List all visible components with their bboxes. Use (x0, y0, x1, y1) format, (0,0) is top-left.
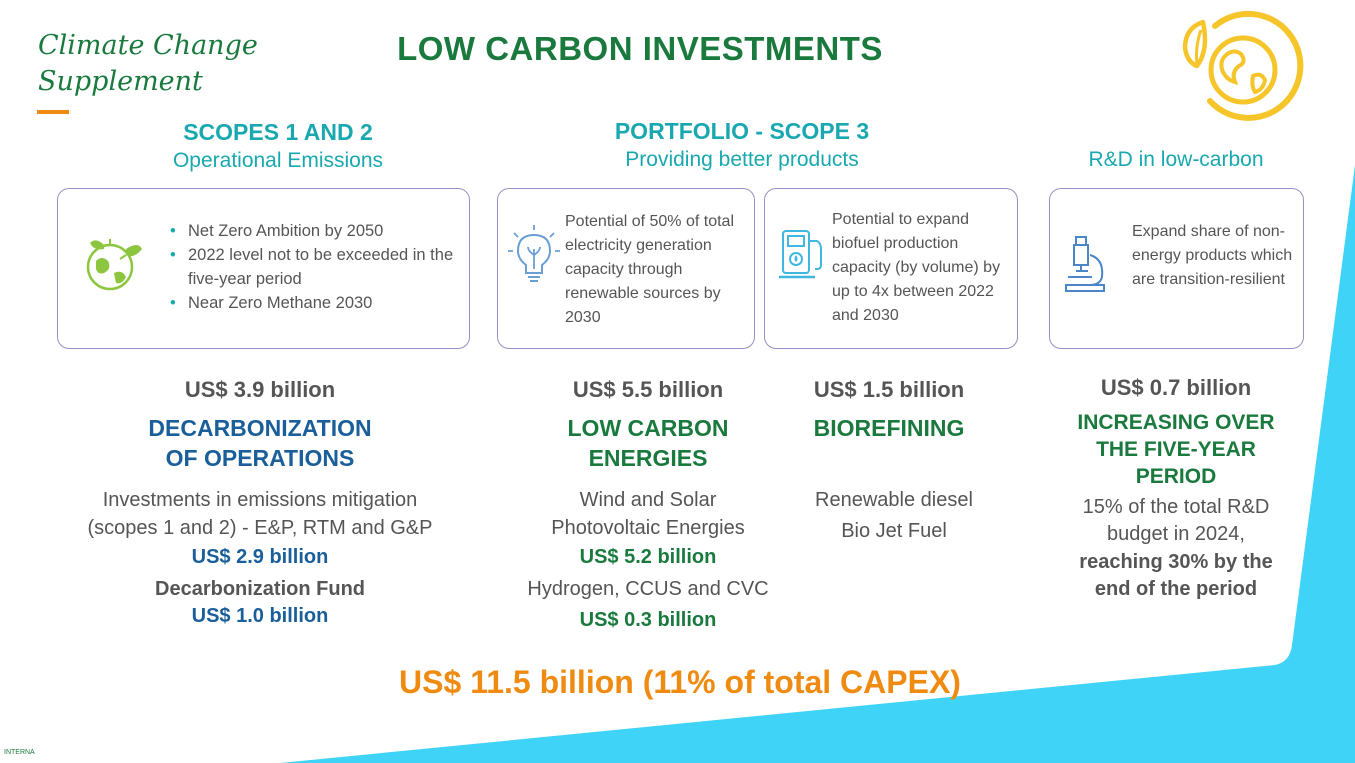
rnd-amount: US$ 0.7 billion (1100, 375, 1252, 400)
supplement-label: Climate Change Supplement (38, 28, 258, 100)
low-carbon-description: Wind and Solar Photovoltaic Energies (508, 486, 788, 542)
operations-card: Net Zero Ambition by 2050 2022 level not… (57, 188, 470, 349)
wind-solar-value: US$ 5.2 billion (579, 546, 717, 568)
decarbonization-category: DECARBONIZATION OF OPERATIONS (80, 413, 440, 473)
description-line: budget in 2024, (1107, 523, 1245, 545)
list-item: 2022 level not to be exceeded in the fiv… (166, 243, 456, 291)
biorefining-items: Renewable diesel Bio Jet Fuel (764, 486, 1024, 545)
fuel-pump-icon (779, 230, 822, 279)
total-investment: US$ 11.5 billion (11% of total CAPEX) (399, 664, 961, 700)
biofuel-text: Potential to expand biofuel production c… (832, 211, 1001, 324)
list-item: Renewable diesel (815, 489, 973, 511)
hydrogen-ccus-label: Hydrogen, CCUS and CVC (527, 578, 769, 600)
lightbulb-icon (508, 225, 560, 282)
rnd-category: INCREASING OVER THE FIVE-YEAR PERIOD (1046, 409, 1306, 490)
scopes-1-2-heading: SCOPES 1 AND 2 (183, 119, 373, 145)
accent-bar (37, 110, 69, 114)
category-line: THE FIVE-YEAR (1096, 438, 1256, 461)
low-carbon-category: LOW CARBON ENERGIES (518, 413, 778, 473)
scopes-1-2-subheading: Operational Emissions (172, 149, 384, 172)
renewables-card: Potential of 50% of total electricity ge… (497, 188, 755, 349)
renewables-text: Potential of 50% of total electricity ge… (565, 213, 734, 326)
globe-leaf-icon (86, 239, 142, 291)
description-line: Investments in emissions mitigation (102, 489, 418, 511)
classification-label: INTERNA (4, 749, 35, 756)
page-title: LOW CARBON INVESTMENTS (397, 30, 883, 67)
category-line: DECARBONIZATION (148, 415, 372, 441)
earth-leaf-logo-icon (1182, 10, 1304, 121)
category-line: OF OPERATIONS (165, 445, 355, 471)
research-card: Expand share of non-energy products whic… (1049, 188, 1304, 349)
decarbonization-amount: US$ 3.9 billion (184, 377, 336, 402)
supplement-line-2: Supplement (38, 66, 203, 97)
operations-bullets: Net Zero Ambition by 2050 2022 level not… (166, 219, 456, 315)
microscope-icon (1065, 236, 1105, 292)
supplement-line-1: Climate Change (38, 30, 258, 61)
rnd-subheading: R&D in low-carbon (1088, 148, 1264, 171)
emissions-mitigation-value: US$ 2.9 billion (191, 546, 329, 568)
description-line: reaching 30% by the (1079, 551, 1273, 573)
category-line: INCREASING OVER (1077, 411, 1275, 434)
decarbonization-fund-label: Decarbonization Fund (155, 578, 365, 600)
scope-3-heading: PORTFOLIO - SCOPE 3 (614, 118, 870, 144)
list-item: Net Zero Ambition by 2050 (166, 219, 456, 243)
list-item: Near Zero Methane 2030 (166, 291, 456, 315)
description-line: Wind and Solar (579, 489, 717, 511)
research-text: Expand share of non-energy products whic… (1132, 223, 1293, 288)
description-line: (scopes 1 and 2) - E&P, RTM and G&P (87, 517, 433, 539)
category-line: LOW CARBON (567, 415, 729, 441)
hydrogen-ccus-value: US$ 0.3 billion (579, 609, 717, 631)
description-line: 15% of the total R&D (1082, 496, 1270, 518)
decarbonization-description: Investments in emissions mitigation (sco… (60, 486, 460, 542)
category-line: PERIOD (1135, 465, 1217, 488)
list-item: Bio Jet Fuel (841, 520, 947, 542)
description-line: Photovoltaic Energies (551, 517, 745, 539)
rnd-target: reaching 30% by the end of the period (1046, 549, 1306, 603)
biofuel-card: Potential to expand biofuel production c… (764, 188, 1018, 349)
biorefining-category: BIOREFINING (813, 415, 965, 441)
scope-3-subheading: Providing better products (625, 148, 859, 171)
rnd-description: 15% of the total R&D budget in 2024, (1046, 494, 1306, 548)
low-carbon-amount: US$ 5.5 billion (572, 377, 724, 402)
decarbonization-fund-value: US$ 1.0 billion (191, 605, 329, 627)
category-line: ENERGIES (588, 445, 708, 471)
biorefining-amount: US$ 1.5 billion (813, 377, 965, 402)
description-line: end of the period (1094, 578, 1258, 600)
